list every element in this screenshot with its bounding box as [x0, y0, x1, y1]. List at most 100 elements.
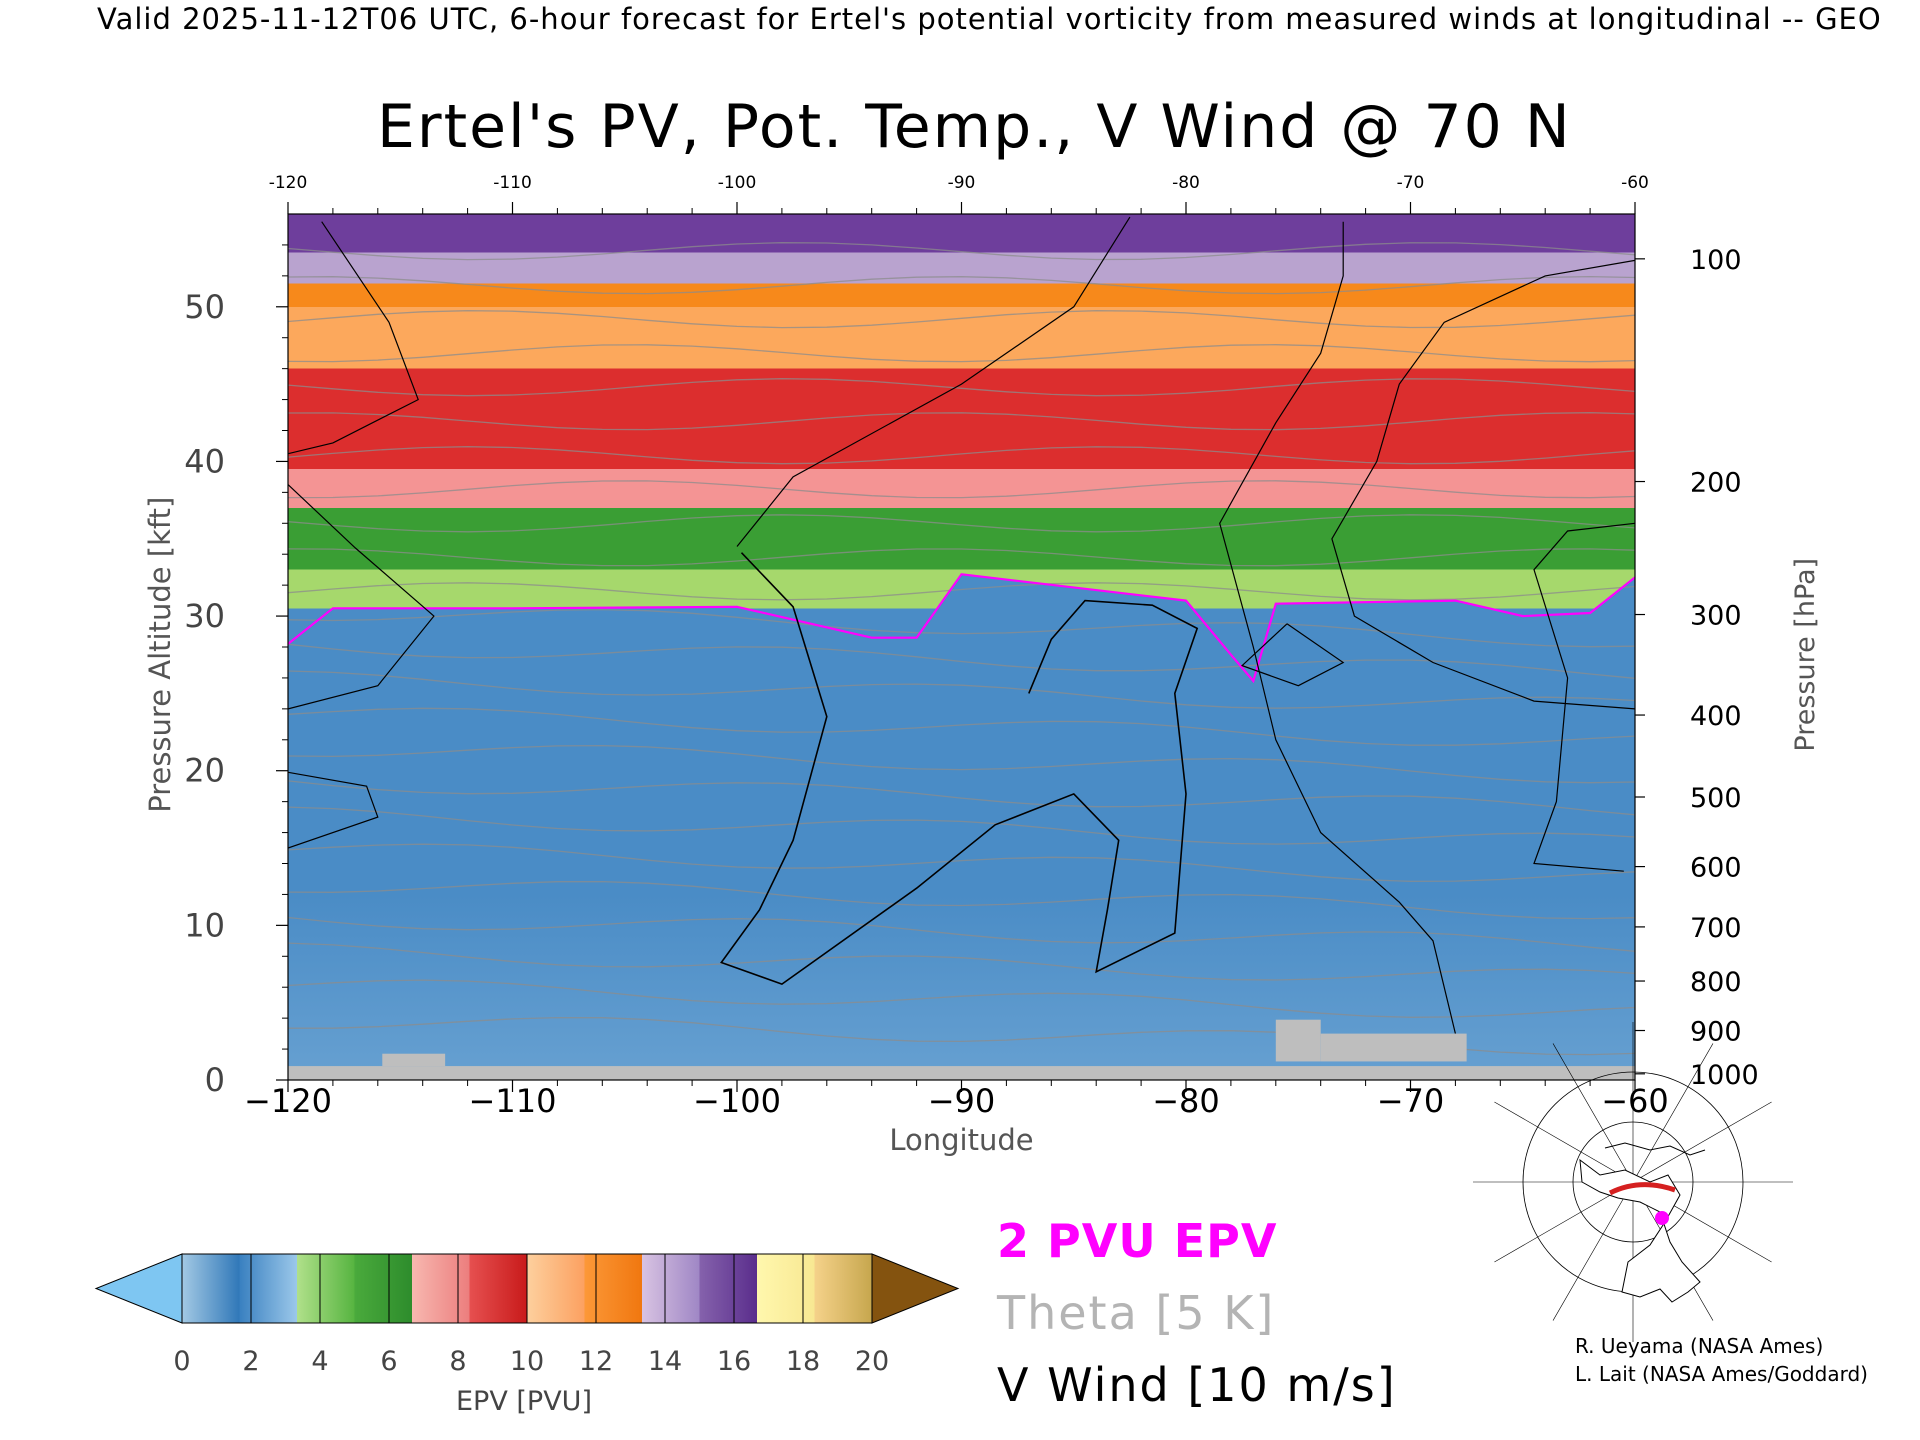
theta-isentrope — [288, 843, 1635, 882]
x-top-tick-label: -100 — [718, 173, 757, 193]
terrain-block — [1275, 1019, 1321, 1062]
colorbar-segment — [412, 1254, 470, 1323]
x-top-tick-label: -110 — [493, 173, 532, 193]
pressure-tick-label: 200 — [1690, 468, 1742, 499]
map-coastline — [1604, 1142, 1706, 1156]
colorbar-segment — [814, 1254, 873, 1323]
theta-isentrope — [288, 582, 1635, 601]
theta-isentrope — [288, 446, 1635, 465]
colorbar-segment — [642, 1254, 700, 1323]
vwind-contour — [1533, 522, 1635, 872]
vwind-contour — [736, 216, 1131, 547]
theta-isentrope — [288, 744, 1635, 784]
colorbar-tick-label: 20 — [855, 1346, 889, 1377]
theta-isentrope — [288, 916, 1635, 952]
x-top-tick-label: -70 — [1397, 173, 1425, 193]
theta-isentrope — [288, 780, 1635, 816]
x-tick-label: −120 — [244, 1082, 332, 1120]
colorbar-segment — [354, 1254, 413, 1323]
terrain-block — [288, 1066, 1635, 1080]
credit-line-1: R. Ueyama (NASA Ames) — [1575, 1334, 1824, 1358]
vwind-zero-contour — [720, 552, 1199, 985]
theta-isentrope — [288, 608, 1635, 648]
map-location-dot — [1655, 1211, 1669, 1225]
colorbar-tick-label: 18 — [786, 1346, 820, 1377]
map-meridian — [1632, 1101, 1772, 1183]
theta-isentrope — [288, 670, 1635, 709]
map-meridian — [1552, 1043, 1634, 1183]
vwind-contour — [288, 221, 419, 455]
theta-isentrope — [288, 806, 1635, 845]
y-tick-label: 0 — [205, 1061, 225, 1099]
terrain-block — [1320, 1033, 1467, 1062]
forecast-header: Valid 2025-11-12T06 UTC, 6-hour forecast… — [97, 2, 1882, 36]
theta-isentrope — [288, 514, 1635, 533]
y-axis-label: Pressure Altitude [kft] — [143, 497, 177, 813]
theta-isentrope — [288, 412, 1635, 431]
legend-theta: Theta [5 K] — [997, 1286, 1276, 1340]
colorbar-segment — [182, 1254, 240, 1323]
x-top-tick-label: -90 — [948, 173, 976, 193]
colorbar-tick-label: 16 — [717, 1346, 751, 1377]
x-tick-label: −110 — [469, 1082, 557, 1120]
terrain-block — [382, 1053, 446, 1067]
legend-2pvu: 2 PVU EPV — [997, 1214, 1278, 1268]
theta-isentrope — [288, 548, 1635, 567]
colorbar-segment — [584, 1254, 643, 1323]
colorbar-tick-label: 14 — [648, 1346, 682, 1377]
x-tick-label: −80 — [1152, 1082, 1220, 1120]
colorbar-segment — [297, 1254, 355, 1323]
pressure-tick-label: 300 — [1690, 601, 1742, 632]
vwind-contour — [1219, 221, 1456, 1034]
x-tick-label: −90 — [928, 1082, 996, 1120]
colorbar-tick-label: 6 — [380, 1346, 397, 1377]
pressure-tick-label: 600 — [1690, 853, 1742, 884]
map-meridian — [1494, 1101, 1634, 1183]
x-tick-label: −100 — [693, 1082, 781, 1120]
y-tick-label: 30 — [184, 597, 225, 635]
theta-isentrope — [288, 242, 1635, 261]
theta-isentrope — [288, 480, 1635, 499]
colorbar-tick-label: 4 — [311, 1346, 328, 1377]
colorbar-segment — [469, 1254, 528, 1323]
axes: −120 -120 −110 -110 −100 -100 −90 -90 −80 -80 −70 -… — [143, 173, 1821, 1157]
x-top-tick-label: -120 — [269, 173, 308, 193]
y-tick-label: 10 — [184, 906, 225, 944]
x-axis-label: Longitude — [889, 1123, 1033, 1157]
pressure-tick-label: 400 — [1690, 701, 1742, 732]
theta-isentrope — [288, 979, 1635, 1018]
theta-isentrope — [288, 378, 1635, 397]
pvu-2-line — [288, 573, 1635, 684]
theta-isentrope — [288, 707, 1635, 746]
colorbar-tick-label: 0 — [173, 1346, 190, 1377]
pressure-tick-label: 1000 — [1690, 1060, 1759, 1091]
vwind-contour — [288, 771, 379, 849]
y-tick-label: 50 — [184, 288, 225, 326]
plot-clip-group — [288, 214, 1635, 1080]
colorbar-segment — [699, 1254, 758, 1323]
x-top-tick-label: -80 — [1172, 173, 1200, 193]
colorbar-tick-label: 8 — [449, 1346, 466, 1377]
theta-isentrope — [288, 880, 1635, 920]
x-tick-label: −70 — [1377, 1082, 1445, 1120]
map-coastline — [1579, 1158, 1701, 1303]
legend-vwind: V Wind [10 m/s] — [997, 1358, 1397, 1412]
pressure-axis-label: Pressure [hPa] — [1790, 558, 1821, 752]
colorbar-tick-label: 12 — [579, 1346, 613, 1377]
colorbar-segment — [239, 1254, 298, 1323]
vwind-contour — [1240, 623, 1345, 687]
pressure-tick-label: 900 — [1690, 1017, 1742, 1048]
x-tick-label: −60 — [1601, 1082, 1669, 1120]
vwind-contour — [288, 484, 435, 710]
y-tick-label: 20 — [184, 752, 225, 790]
pressure-tick-label: 500 — [1690, 783, 1742, 814]
theta-isentrope — [288, 275, 1635, 295]
colorbar-tick-label: 2 — [242, 1346, 259, 1377]
map-meridian — [1632, 1043, 1714, 1183]
locator-map — [1473, 1022, 1793, 1342]
theta-isentrope — [288, 310, 1635, 329]
pressure-tick-label: 800 — [1690, 967, 1742, 998]
colorbar-segment — [527, 1254, 585, 1323]
map-section-line — [1608, 1182, 1676, 1196]
